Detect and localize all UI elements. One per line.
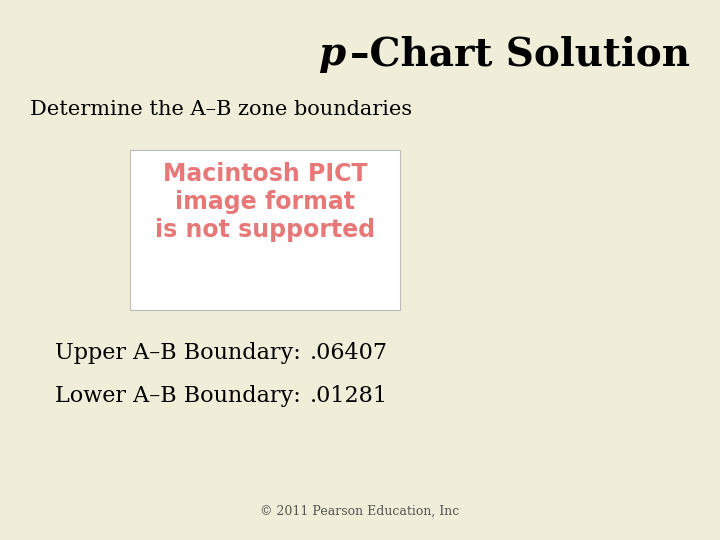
Text: © 2011 Pearson Education, Inc: © 2011 Pearson Education, Inc xyxy=(261,505,459,518)
Text: –Chart Solution: –Chart Solution xyxy=(350,35,690,73)
Text: Upper A–B Boundary:: Upper A–B Boundary: xyxy=(55,342,301,364)
Text: Determine the A–B zone boundaries: Determine the A–B zone boundaries xyxy=(30,100,412,119)
Text: image format: image format xyxy=(175,190,355,214)
Text: p: p xyxy=(318,35,345,73)
FancyBboxPatch shape xyxy=(130,150,400,310)
Text: is not supported: is not supported xyxy=(155,218,375,242)
Text: Macintosh PICT: Macintosh PICT xyxy=(163,162,367,186)
Text: Lower A–B Boundary:: Lower A–B Boundary: xyxy=(55,385,301,407)
Text: .06407: .06407 xyxy=(310,342,388,364)
Text: .01281: .01281 xyxy=(310,385,388,407)
